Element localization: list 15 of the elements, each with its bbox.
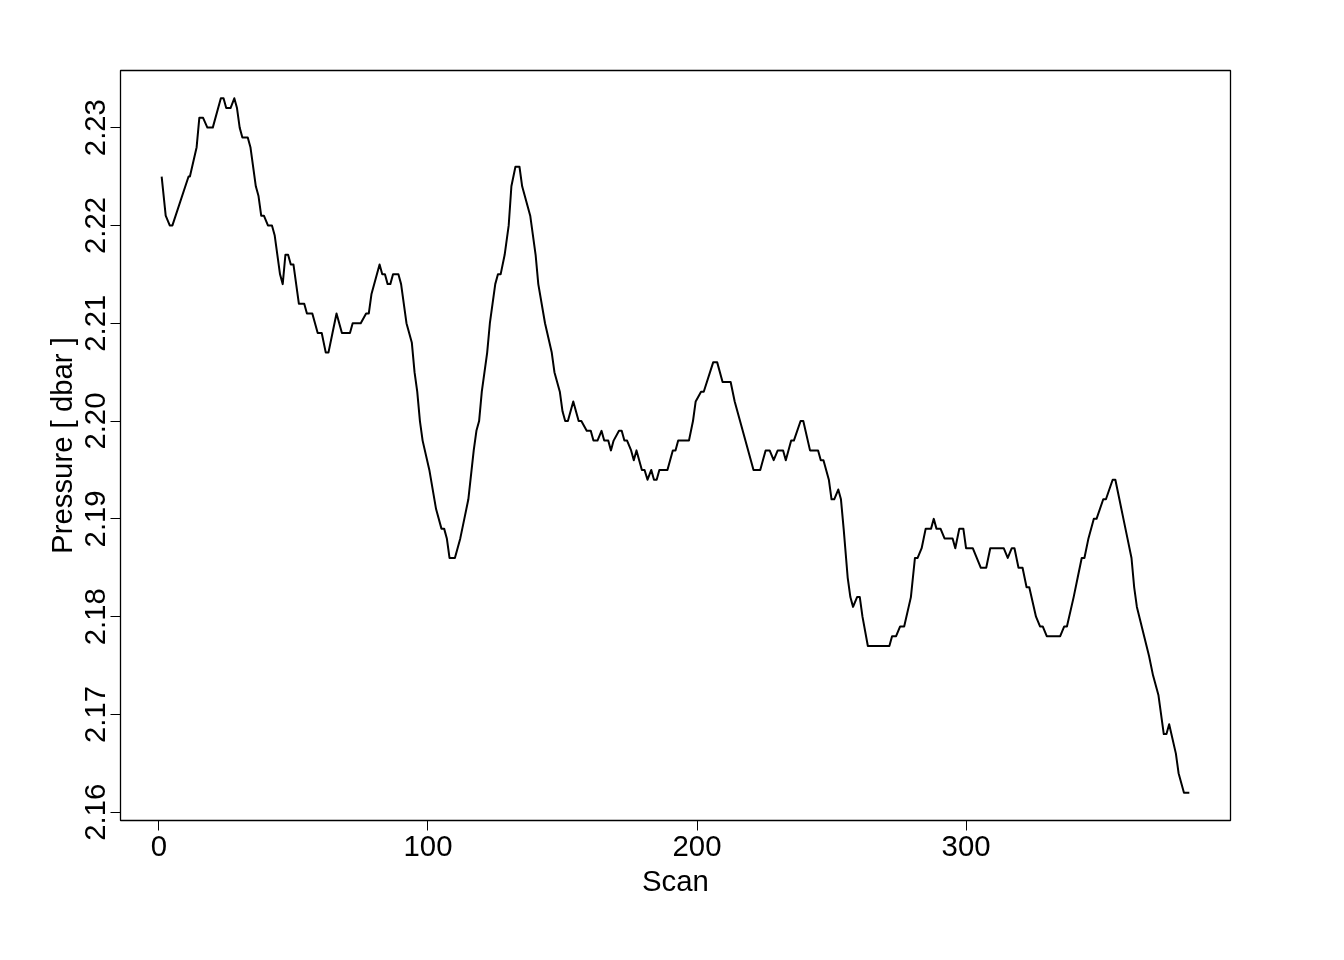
y-tick-label: 2.23 bbox=[78, 99, 112, 157]
y-tick-label: 2.20 bbox=[78, 392, 112, 450]
x-tick-label: 200 bbox=[672, 828, 722, 862]
x-tick-label: 300 bbox=[941, 828, 991, 862]
x-tick-label: 0 bbox=[150, 828, 168, 862]
y-axis-title: Pressure [ dbar ] bbox=[44, 337, 78, 554]
x-axis-title: Scan bbox=[642, 863, 709, 897]
y-tick-label: 2.16 bbox=[78, 783, 112, 841]
y-tick-label: 2.19 bbox=[78, 490, 112, 548]
y-tick-label: 2.17 bbox=[78, 685, 112, 744]
y-tick-label: 2.18 bbox=[78, 588, 112, 646]
y-tick-label: 2.22 bbox=[78, 196, 112, 254]
x-tick-label: 100 bbox=[403, 828, 453, 862]
y-tick-label: 2.21 bbox=[78, 294, 112, 352]
line-series bbox=[160, 97, 1191, 794]
